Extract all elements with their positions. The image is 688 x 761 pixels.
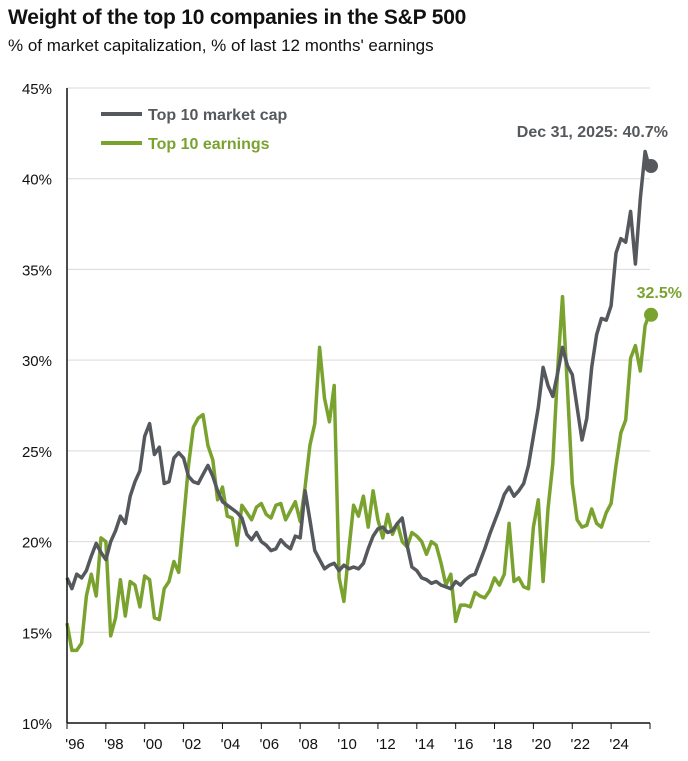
x-tick-label: '00 (143, 736, 163, 753)
annotations: Dec 31, 2025: 40.7% 32.5% (517, 124, 682, 322)
x-tick-label: '06 (260, 736, 280, 753)
x-tick-label: '96 (65, 736, 85, 753)
y-tick-label: 10% (22, 716, 52, 733)
annotation-earnings: 32.5% (637, 285, 682, 302)
chart-title: Weight of the top 10 companies in the S&… (8, 6, 467, 29)
annotation-market-cap: Dec 31, 2025: 40.7% (517, 124, 668, 141)
legend-label-market-cap: Top 10 market cap (148, 107, 288, 124)
x-tick-label: '18 (493, 736, 513, 753)
x-tick-label: '02 (182, 736, 202, 753)
x-tick-label: '98 (104, 736, 124, 753)
x-axis-ticks: '96 '98 '00 '02 '04 '06 '08 '10 '12 '14 '16 '18 '20 '… (65, 723, 651, 753)
y-tick-label: 25% (22, 444, 52, 461)
y-tick-label: 35% (22, 262, 52, 279)
x-tick-label: '16 (454, 736, 474, 753)
y-axis-ticks: 10% 15% 20% 25% 30% 35% 40% 45% (22, 81, 52, 733)
y-tick-label: 20% (22, 535, 52, 552)
x-tick-label: '22 (570, 736, 590, 753)
x-tick-label: '10 (337, 736, 357, 753)
end-point-marker (644, 307, 659, 322)
series-line-earnings (65, 294, 651, 653)
end-point-marker (644, 159, 659, 174)
series-line-market-cap (65, 149, 651, 591)
chart-subtitle: % of market capitalization, % of last 12… (8, 36, 434, 55)
series-lines (65, 149, 651, 653)
y-tick-label: 30% (22, 353, 52, 370)
x-tick-label: '12 (376, 736, 396, 753)
y-tick-label: 45% (22, 81, 52, 98)
y-tick-label: 15% (22, 625, 52, 642)
x-tick-label: '24 (609, 736, 629, 753)
legend-label-earnings: Top 10 earnings (148, 136, 270, 153)
y-tick-label: 40% (22, 172, 52, 189)
x-tick-label: '14 (415, 736, 435, 753)
legend: Top 10 market cap Top 10 earnings (101, 107, 288, 153)
x-tick-label: '20 (532, 736, 552, 753)
gridlines (67, 87, 650, 633)
x-tick-label: '04 (221, 736, 241, 753)
x-tick-label: '08 (298, 736, 318, 753)
